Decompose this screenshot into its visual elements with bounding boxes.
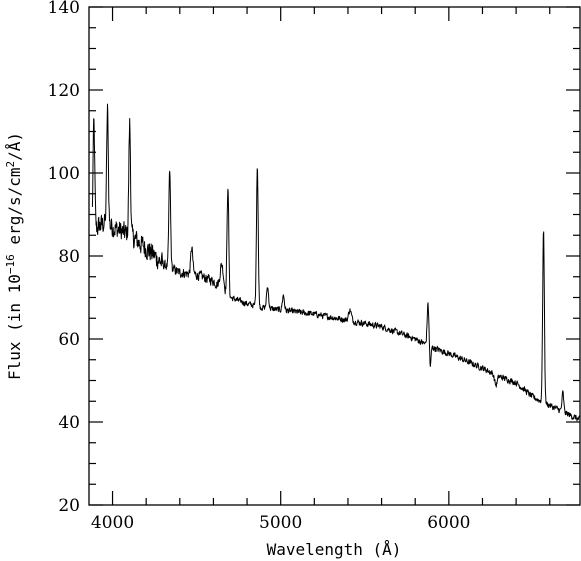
y-axis-tick-labels: 20 40 60 80 100 120 140 — [48, 0, 80, 516]
y-tick-label: 20 — [58, 496, 80, 516]
y-axis-title-part3: /Å) — [5, 132, 24, 161]
x-tick-label: 4000 — [91, 513, 134, 533]
x-axis-title: Wavelength (Å) — [267, 540, 402, 559]
y-tick-label: 60 — [58, 330, 80, 350]
y-tick-label: 40 — [58, 413, 80, 433]
y-axis-title-exponent2: 2 — [4, 161, 17, 168]
x-tick-label: 6000 — [427, 513, 470, 533]
y-tick-label: 80 — [58, 247, 80, 267]
y-axis-title-exponent: −16 — [4, 254, 17, 274]
x-tick-label: 5000 — [259, 513, 302, 533]
spectrum-line — [91, 103, 581, 422]
x-axis-tick-labels: 4000 5000 6000 — [91, 513, 471, 533]
y-tick-label: 120 — [48, 81, 80, 101]
y-axis-title-part2: erg/s/cm — [5, 167, 24, 254]
x-axis-ticks — [111, 7, 551, 505]
y-axis-title-part1: Flux (in 10 — [5, 274, 24, 380]
y-tick-label: 100 — [48, 164, 80, 184]
y-axis-title: Flux (in 10−16 erg/s/cm2/Å) — [4, 132, 25, 380]
y-tick-label: 140 — [48, 0, 80, 18]
